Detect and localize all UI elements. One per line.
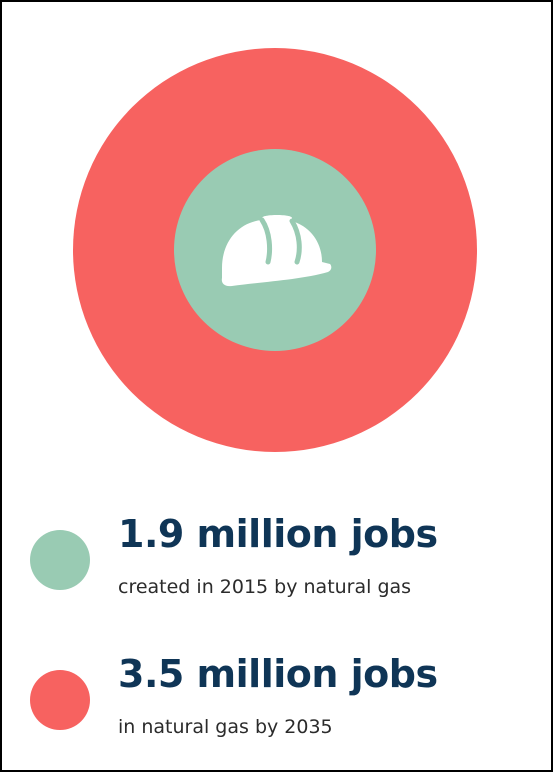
hard-hat-icon xyxy=(221,215,332,287)
legend-swatch-green xyxy=(30,530,90,590)
legend-item-2015: 1.9 million jobs created in 2015 by natu… xyxy=(0,500,553,610)
legend-value-2015: 1.9 million jobs xyxy=(118,512,438,556)
legend-caption-2035: in natural gas by 2035 xyxy=(118,716,333,738)
legend-caption-2015: created in 2015 by natural gas xyxy=(118,576,412,598)
legend-item-2035: 3.5 million jobs in natural gas by 2035 xyxy=(0,640,553,750)
legend-swatch-red xyxy=(30,670,90,730)
legend-value-2035: 3.5 million jobs xyxy=(118,652,438,696)
proportional-circles-chart xyxy=(73,48,477,452)
